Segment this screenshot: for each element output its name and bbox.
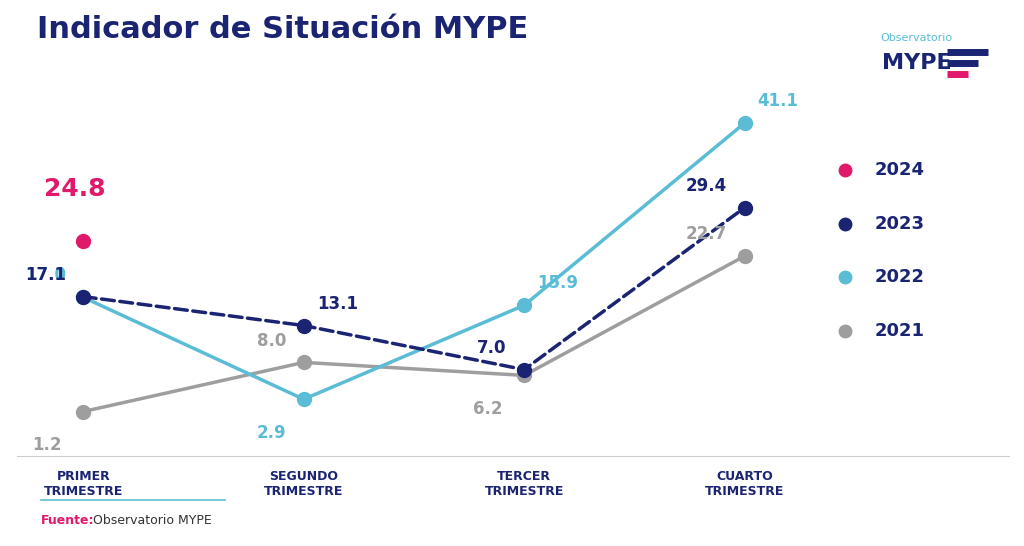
Text: 17.0: 17.0	[25, 266, 66, 284]
Text: Observatorio: Observatorio	[881, 33, 952, 43]
Text: 41.1: 41.1	[758, 92, 799, 110]
Text: Indicador de Situación MYPE: Indicador de Situación MYPE	[37, 15, 528, 44]
Text: 22.7: 22.7	[686, 225, 727, 244]
Text: 8.0: 8.0	[257, 331, 286, 349]
Text: 29.4: 29.4	[686, 177, 727, 195]
Text: 6.2: 6.2	[473, 400, 502, 418]
Text: 2021: 2021	[876, 322, 925, 340]
Text: 2.9: 2.9	[256, 424, 286, 442]
Text: MYPE: MYPE	[882, 53, 951, 73]
Text: 15.9: 15.9	[538, 275, 579, 293]
Text: 1.2: 1.2	[32, 436, 61, 454]
Text: 17.1: 17.1	[25, 266, 66, 284]
Text: 2024: 2024	[876, 161, 925, 179]
Text: Observatorio MYPE: Observatorio MYPE	[89, 514, 212, 527]
Text: 13.1: 13.1	[317, 295, 358, 313]
Text: 2023: 2023	[876, 215, 925, 233]
Text: 7.0: 7.0	[477, 339, 507, 357]
Text: 2022: 2022	[876, 269, 925, 287]
Text: 24.8: 24.8	[44, 177, 105, 201]
Text: Fuente:: Fuente:	[41, 514, 94, 527]
